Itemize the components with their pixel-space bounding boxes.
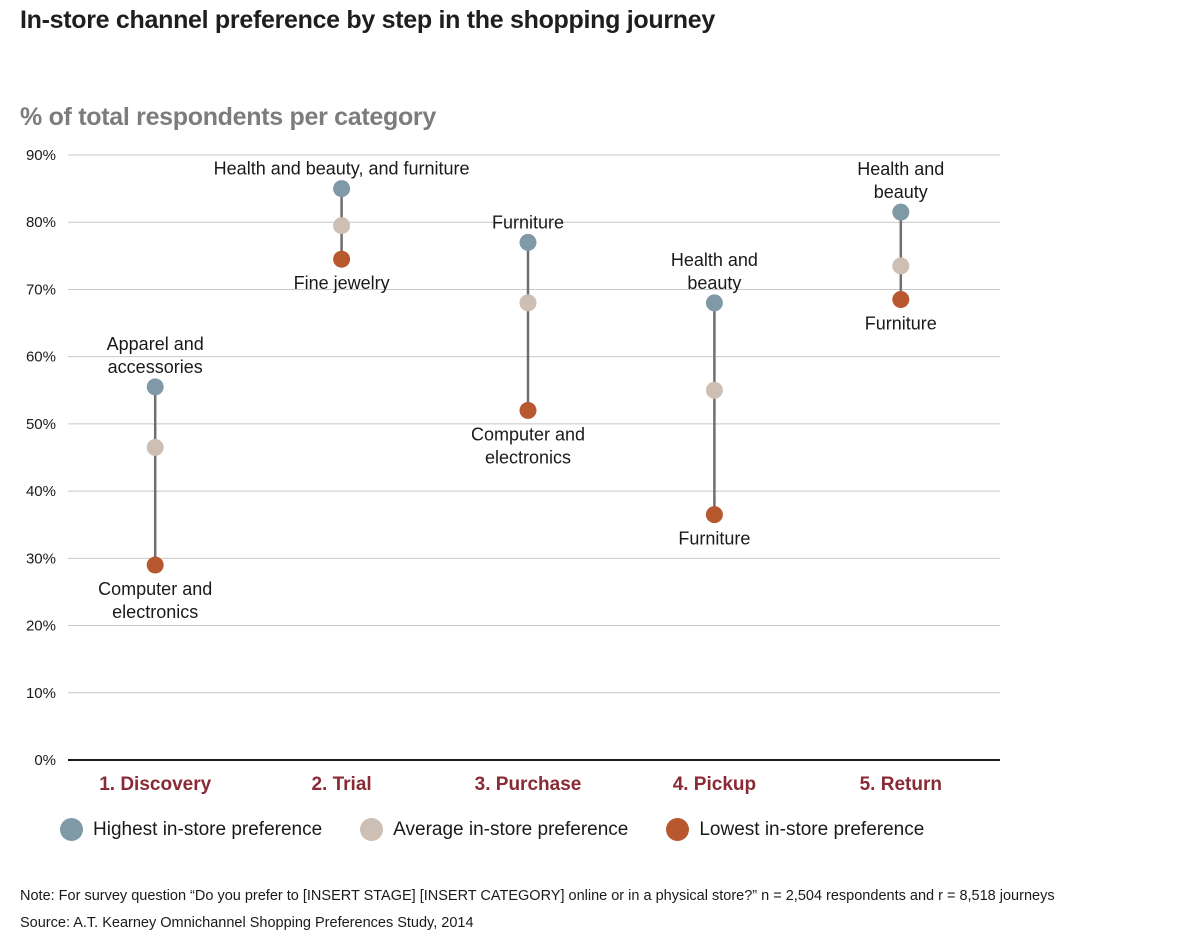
lowest-dot (892, 291, 910, 309)
legend-dot-lowest-icon (666, 818, 690, 841)
annotation-label: Apparel and (107, 334, 204, 354)
annotation-label: Fine jewelry (294, 273, 390, 293)
chart-subtitle: % of total respondents per category (20, 103, 436, 131)
legend-label-lowest: Lowest in-store preference (699, 818, 925, 840)
annotation-label: Furniture (678, 529, 750, 549)
legend-label-highest: Highest in-store preference (93, 818, 323, 840)
annotation-label: accessories (108, 357, 203, 377)
y-tick-label: 10% (26, 685, 56, 702)
category-label: 4. Pickup (673, 774, 756, 795)
y-tick-label: 90% (26, 147, 56, 164)
annotation-label: Furniture (865, 314, 937, 334)
category-label: 5. Return (860, 774, 942, 795)
chart-legend: Highest in-store preference Average in-s… (60, 818, 962, 841)
survey-note: Note: For survey question “Do you prefer… (20, 888, 1055, 904)
average-dot (705, 381, 723, 399)
legend-item-highest: Highest in-store preference (60, 818, 322, 841)
dot-range-chart: 0% 10% 20% 30% 40% 50% 60% 70% 80% 90% 1. Discover… (26, 147, 1000, 795)
y-tick-label: 70% (26, 281, 56, 298)
highest-dot (333, 180, 351, 198)
average-dot (519, 294, 537, 312)
annotation-label: electronics (112, 602, 198, 622)
annotation-label: Furniture (492, 212, 564, 232)
legend-item-average: Average in-store preference (360, 818, 628, 841)
average-dot (146, 438, 164, 456)
lowest-dot (519, 401, 537, 419)
y-tick-label: 40% (26, 483, 56, 500)
annotation-label: Health and (671, 250, 758, 270)
annotation-label: Computer and (98, 579, 212, 599)
annotation-label: beauty (874, 182, 928, 202)
legend-dot-average-icon (360, 818, 384, 841)
source-note: Source: A.T. Kearney Omnichannel Shoppin… (20, 915, 474, 931)
y-tick-label: 20% (26, 618, 56, 635)
highest-dot (519, 233, 537, 251)
y-tick-label: 80% (26, 214, 56, 231)
lowest-dot (146, 556, 164, 574)
category-label: 1. Discovery (99, 774, 211, 795)
average-dot (333, 217, 351, 235)
lowest-dot (705, 506, 723, 524)
highest-dot (146, 378, 164, 396)
category-label: 2. Trial (311, 774, 371, 795)
y-tick-label: 30% (26, 550, 56, 567)
category-label: 3. Purchase (475, 774, 582, 795)
lowest-dot (333, 250, 351, 268)
average-dot (892, 257, 910, 275)
annotation-label: electronics (485, 447, 571, 467)
annotation-label: Computer and (471, 424, 585, 444)
annotation-label: beauty (687, 273, 741, 293)
y-tick-label: 0% (34, 752, 56, 769)
annotation-label: Health and beauty, and furniture (214, 159, 470, 179)
annotation-label: Health and (857, 159, 944, 179)
legend-label-average: Average in-store preference (393, 818, 629, 840)
legend-item-lowest: Lowest in-store preference (666, 818, 924, 841)
y-tick-label: 50% (26, 416, 56, 433)
legend-dot-highest-icon (60, 818, 83, 841)
highest-dot (892, 203, 910, 221)
y-tick-label: 60% (26, 349, 56, 366)
chart-title: In-store channel preference by step in t… (20, 6, 715, 34)
highest-dot (705, 294, 723, 312)
